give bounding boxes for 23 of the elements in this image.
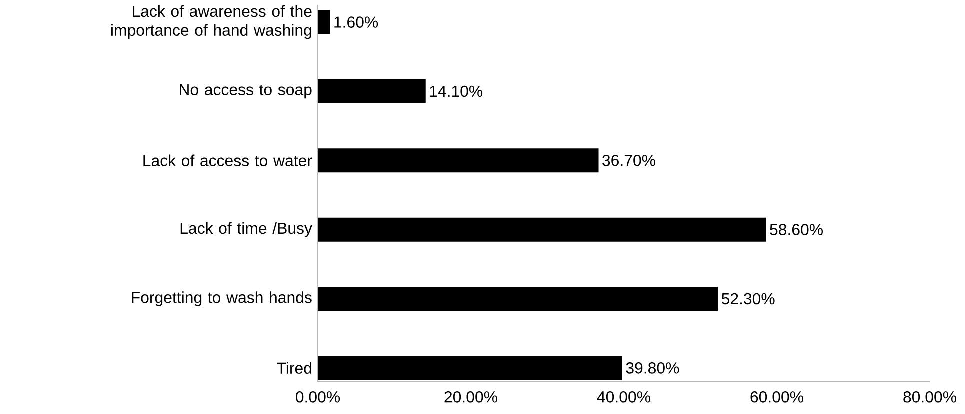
x-tick-label: 20.00% <box>444 392 498 403</box>
bar <box>318 356 622 380</box>
data-label: 39.80% <box>626 362 680 374</box>
x-tick-label: 40.00% <box>597 392 650 403</box>
y-tick-label: Tired <box>277 362 312 374</box>
data-label: 52.30% <box>722 293 775 305</box>
y-tick-label: Forgetting to wash hands <box>132 292 312 306</box>
x-tick-label: 0.00% <box>296 392 340 403</box>
data-label: 58.60% <box>770 224 823 236</box>
bar <box>318 218 766 242</box>
y-tick-label: Lack of awareness of the importance of hand washing <box>112 5 312 40</box>
y-tick-label: Lack of access to water <box>144 154 312 166</box>
y-tick-label: No access to soap <box>180 84 312 99</box>
bar <box>318 286 718 311</box>
data-label: 36.70% <box>602 155 656 166</box>
bar <box>318 10 330 34</box>
y-tick-label: Lack of time /Busy <box>180 222 312 238</box>
bar <box>318 79 426 104</box>
x-tick-label: 80.00% <box>904 392 956 403</box>
data-label: 14.10% <box>430 86 483 98</box>
x-tick-label: 60.00% <box>750 392 804 403</box>
data-label: 1.60% <box>334 16 378 28</box>
bar <box>318 148 599 173</box>
